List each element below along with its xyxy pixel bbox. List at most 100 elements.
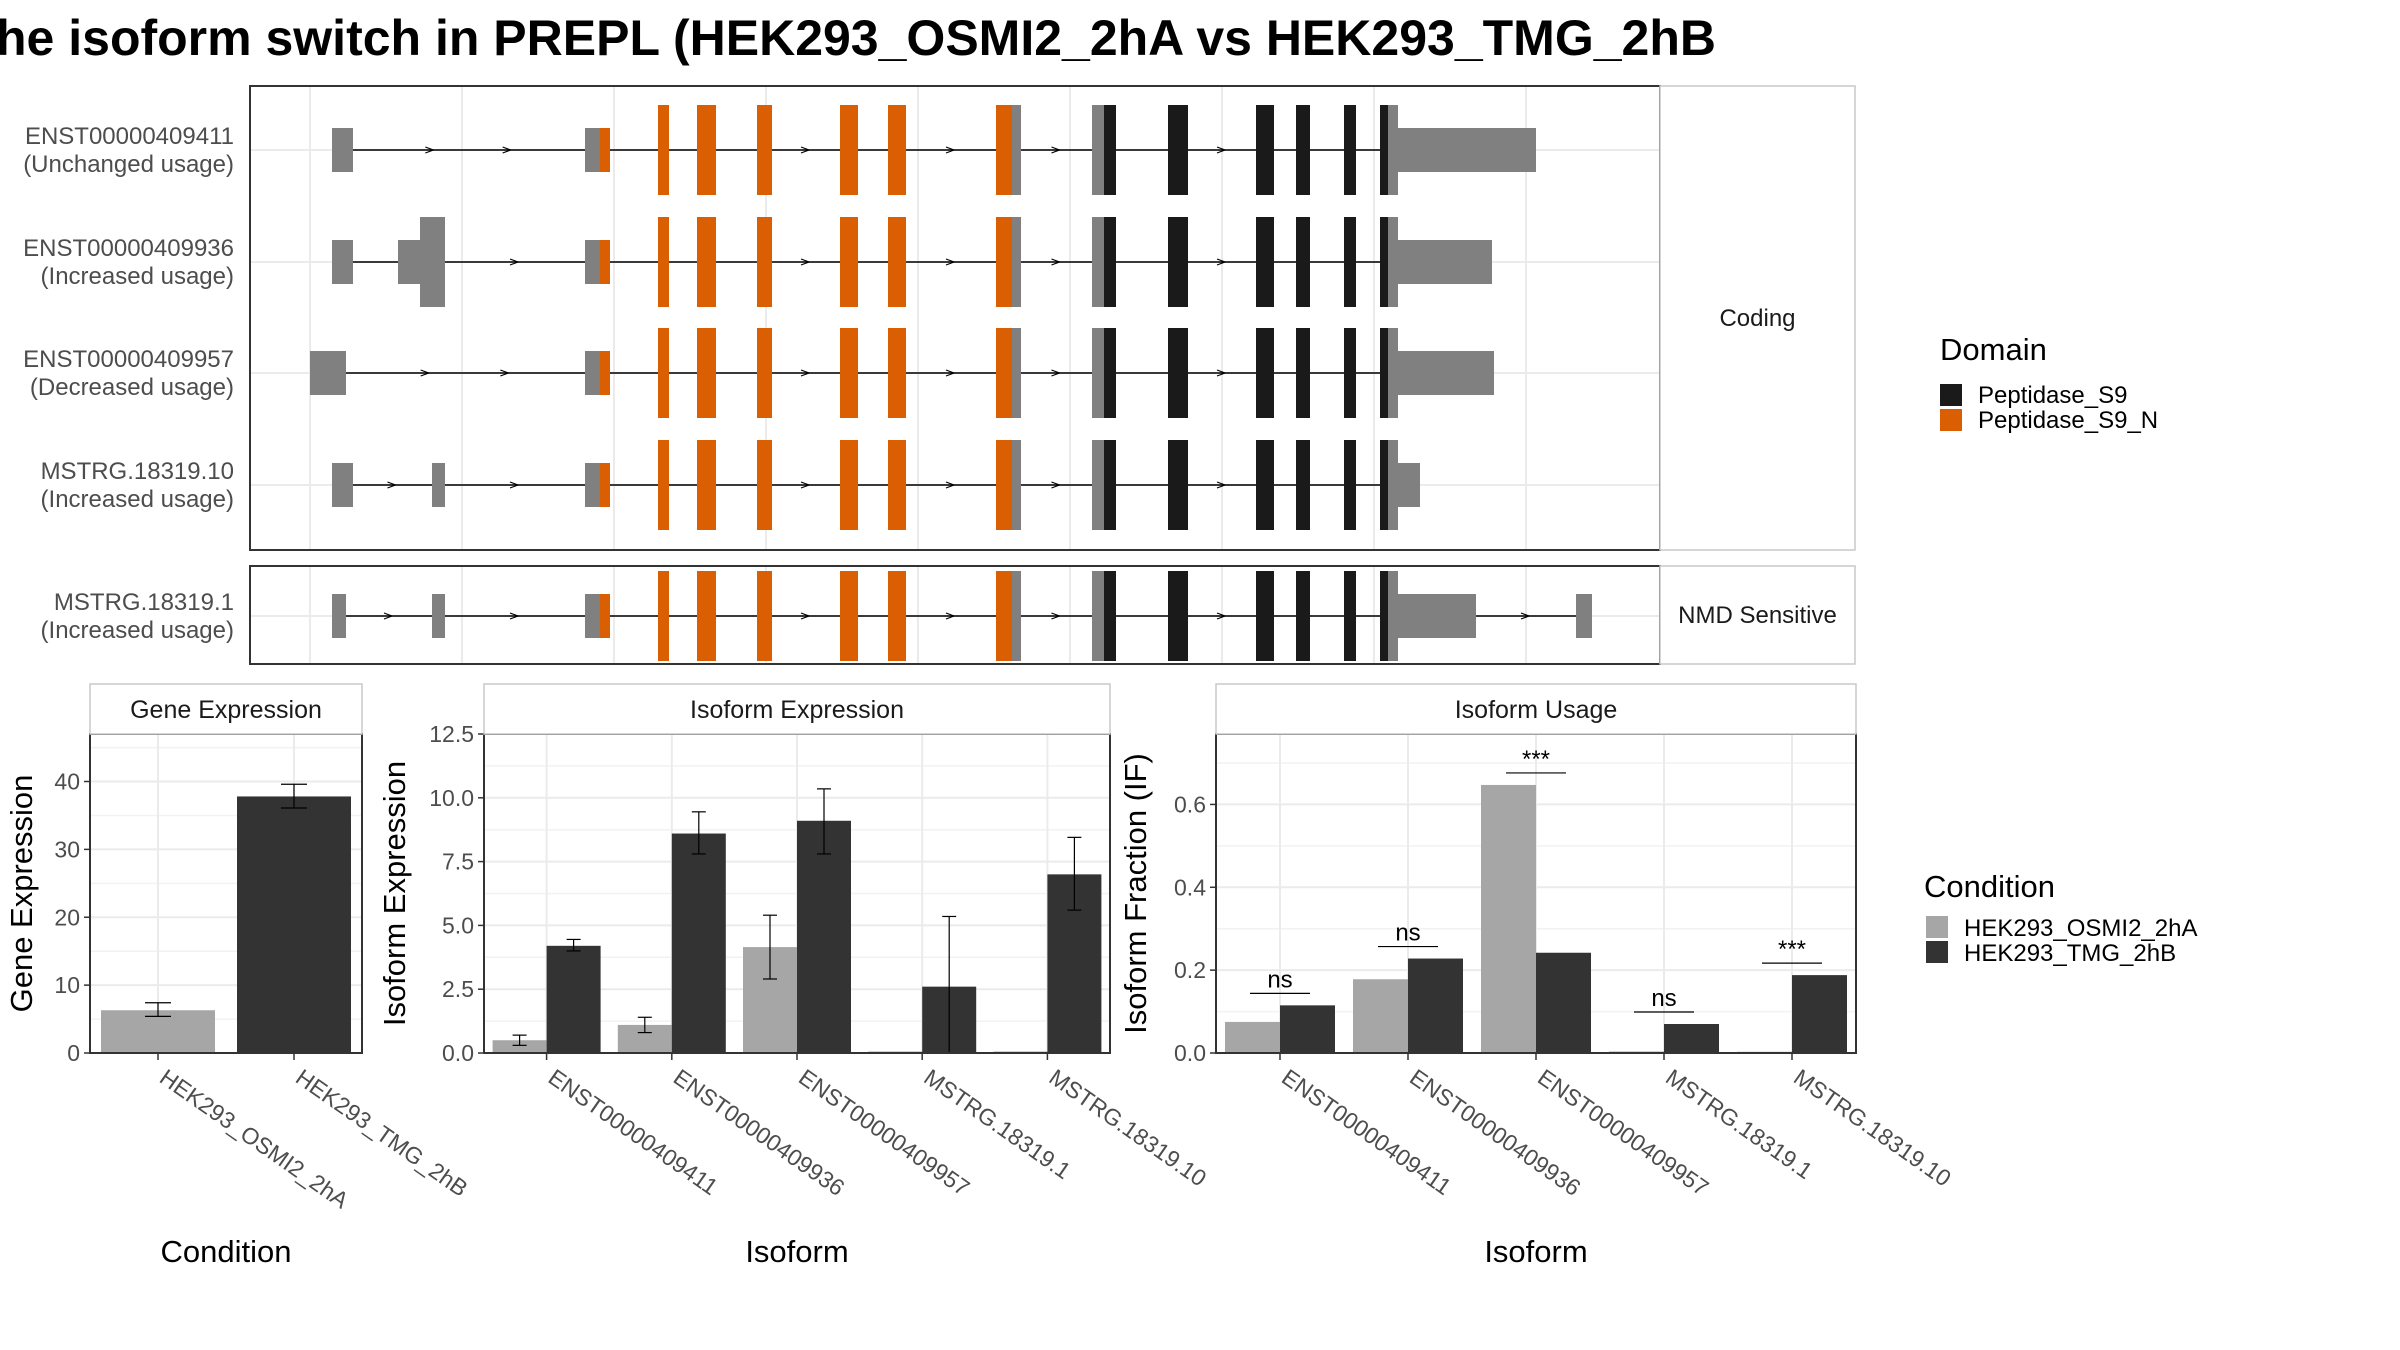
domain-exon — [1380, 440, 1388, 530]
bar — [1481, 784, 1536, 1053]
intron-arrow — [509, 481, 520, 489]
exon — [1398, 240, 1492, 284]
domain-exon — [1104, 328, 1116, 418]
exon — [1576, 594, 1592, 638]
exon — [1398, 463, 1420, 507]
intron-arrow — [1051, 612, 1062, 620]
domain-exon — [1104, 440, 1116, 530]
exon — [310, 351, 346, 395]
domain-exon — [757, 571, 772, 661]
domain-exon — [996, 440, 1012, 530]
bar — [671, 833, 726, 1053]
exon — [332, 594, 346, 638]
domain-exon — [658, 440, 669, 530]
structure-facet-1: NMD Sensitive MSTRG.18319.1(Increased usa… — [41, 565, 1856, 665]
intron-arrow — [1051, 146, 1062, 154]
facet-strip-label: Coding — [1719, 305, 1795, 332]
y-axis-title: Isoform Fraction (IF) — [1118, 753, 1153, 1034]
domain-exon — [757, 440, 772, 530]
domain-exon — [888, 571, 906, 661]
bar — [1664, 1024, 1719, 1053]
bar — [1353, 979, 1408, 1053]
y-tick-label: 0.6 — [1174, 791, 1206, 817]
exon — [1092, 440, 1104, 530]
domain-exon — [600, 128, 610, 172]
intron-arrow — [945, 481, 956, 489]
exon — [420, 217, 445, 307]
exon — [585, 240, 600, 284]
condition-legend-label: HEK293_OSMI2_2hA — [1964, 915, 2197, 942]
domain-exon — [658, 105, 669, 195]
domain-exon — [1344, 440, 1356, 530]
intron-arrow — [1051, 258, 1062, 266]
intron-arrow — [800, 369, 811, 377]
intron-arrow — [945, 258, 956, 266]
facet-strip — [1659, 565, 1856, 665]
domain-exon — [757, 105, 772, 195]
y-tick-label: 12.5 — [429, 721, 474, 747]
exon — [1012, 440, 1021, 530]
y-axis-title: Gene Expression — [4, 775, 39, 1013]
exon — [585, 594, 600, 638]
x-axis-title: Condition — [161, 1234, 292, 1269]
bar — [492, 1040, 547, 1053]
x-tick-label: MSTRG.18319.10 — [1789, 1064, 1956, 1192]
exon — [1398, 594, 1476, 638]
domain-legend-label: Peptidase_S9 — [1978, 382, 2127, 409]
exon — [1388, 328, 1398, 418]
domain-exon — [1104, 105, 1116, 195]
domain-exon — [1380, 328, 1388, 418]
transcript-usage-label: (Increased usage) — [41, 486, 234, 513]
facet-strip — [1659, 85, 1856, 551]
y-tick-label: 40 — [54, 769, 80, 795]
domain-exon — [840, 217, 858, 307]
domain-exon — [757, 328, 772, 418]
domain-legend-swatch — [1940, 409, 1962, 431]
exon — [332, 463, 353, 507]
chart-title-strip — [1215, 683, 1857, 735]
y-tick-label: 30 — [54, 836, 80, 862]
domain-exon — [1344, 571, 1356, 661]
y-tick-label: 20 — [54, 904, 80, 930]
domain-exon — [1344, 328, 1356, 418]
domain-exon — [840, 440, 858, 530]
domain-exon — [888, 105, 906, 195]
domain-legend-title: Domain — [1940, 332, 2047, 367]
bar — [1536, 952, 1591, 1053]
domain-exon — [1296, 217, 1310, 307]
exon — [585, 463, 600, 507]
facet-strip-label: NMD Sensitive — [1678, 602, 1837, 629]
transcript-usage-label: (Increased usage) — [41, 617, 234, 644]
intron-arrow — [1216, 146, 1227, 154]
intron-arrow — [1216, 612, 1227, 620]
exon — [432, 463, 445, 507]
intron-arrow — [800, 258, 811, 266]
domain-exon — [1380, 105, 1388, 195]
domain-legend-swatch — [1940, 384, 1962, 406]
transcript-usage-label: (Increased usage) — [41, 263, 234, 290]
domain-exon — [996, 105, 1012, 195]
y-axis-title: Isoform Expression — [377, 761, 412, 1026]
y-tick-label: 0.4 — [1174, 874, 1206, 900]
exon — [1092, 105, 1104, 195]
intron-arrow — [509, 258, 520, 266]
domain-exon — [600, 594, 610, 638]
domain-exon — [840, 571, 858, 661]
domain-exon — [1344, 105, 1356, 195]
intron-arrow — [945, 146, 956, 154]
domain-exon — [697, 571, 716, 661]
domain-exon — [1344, 217, 1356, 307]
chart-title: Isoform Expression — [690, 696, 904, 724]
exon — [1398, 128, 1536, 172]
intron-arrow — [1216, 369, 1227, 377]
exon — [1012, 105, 1021, 195]
transcript-id-label: ENST00000409957 — [23, 346, 234, 373]
bar — [101, 1010, 215, 1053]
transcript-row: ENST00000409957(Decreased usage) — [23, 328, 1494, 418]
domain-exon — [1256, 105, 1274, 195]
